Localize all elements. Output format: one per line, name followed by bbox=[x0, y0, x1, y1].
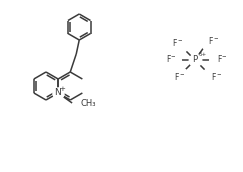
Text: P: P bbox=[192, 55, 198, 64]
Text: −: − bbox=[216, 71, 221, 76]
Text: −: − bbox=[171, 53, 175, 58]
Text: +: + bbox=[59, 86, 65, 92]
Text: N: N bbox=[54, 88, 61, 97]
Text: F: F bbox=[211, 73, 216, 82]
Text: F: F bbox=[174, 73, 179, 82]
Text: CH₃: CH₃ bbox=[80, 99, 96, 109]
Text: −: − bbox=[177, 37, 182, 42]
Text: −: − bbox=[214, 35, 218, 40]
Text: −: − bbox=[222, 53, 226, 58]
Text: F: F bbox=[172, 39, 177, 48]
Text: −: − bbox=[179, 71, 184, 76]
Text: F: F bbox=[217, 56, 221, 64]
Text: F: F bbox=[209, 37, 213, 46]
Text: 5+: 5+ bbox=[199, 52, 207, 57]
Text: F: F bbox=[166, 56, 170, 64]
